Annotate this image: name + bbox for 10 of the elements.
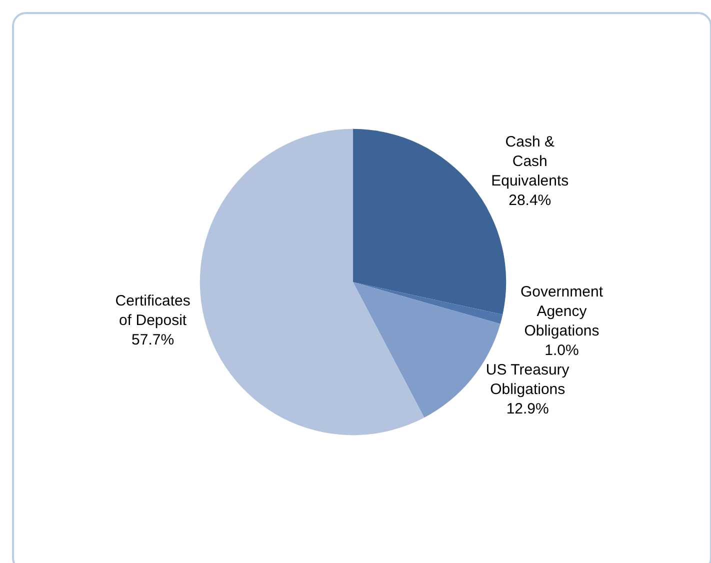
slice-label: Government Agency Obligations	[520, 284, 604, 340]
pie-slice	[200, 128, 424, 436]
slice-label: US Treasury Obligations	[486, 362, 570, 398]
data-label: 1.0%	[544, 342, 579, 360]
slice-label: Certificates of Deposit	[115, 292, 190, 329]
data-label: 57.7%	[132, 331, 174, 348]
data-label: 28.4%	[508, 192, 552, 209]
pie-slice	[353, 282, 503, 324]
slice-label: Cash & Cash Equivalents	[491, 133, 569, 190]
data-label: 12.9%	[506, 400, 549, 418]
